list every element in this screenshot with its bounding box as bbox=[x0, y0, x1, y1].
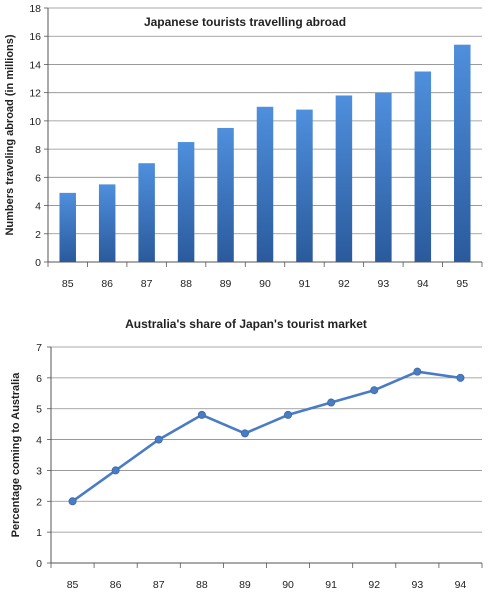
line-chart-y-tick-label: 3 bbox=[36, 465, 42, 477]
bar bbox=[454, 44, 471, 262]
line-chart-y-tick-labels: 0 1 2 3 4 5 6 7 bbox=[36, 342, 42, 570]
bar-chart-y-tick-label: 10 bbox=[29, 116, 41, 128]
bar-chart-x-tick-label: 91 bbox=[299, 278, 311, 290]
line-chart-title: Australia's share of Japan's tourist mar… bbox=[125, 317, 367, 331]
line-chart-y-tick-label: 5 bbox=[36, 404, 42, 416]
line-chart-y-tick-label: 7 bbox=[36, 342, 42, 354]
data-point bbox=[154, 435, 163, 444]
bar bbox=[296, 109, 313, 262]
line-chart-axes bbox=[47, 346, 483, 568]
bar-chart-y-tick-label: 8 bbox=[35, 144, 41, 156]
bar bbox=[335, 95, 353, 262]
bar-chart-x-tick-label: 88 bbox=[180, 278, 192, 290]
bar bbox=[256, 106, 274, 263]
line-chart-x-tick-label: 90 bbox=[282, 579, 294, 591]
data-point bbox=[327, 398, 336, 407]
bar-chart-y-tick-label: 14 bbox=[29, 59, 41, 71]
line-chart: 0 1 2 3 4 5 6 7 85 86 87 88 89 90 91 92 93 94 Australia'… bbox=[10, 317, 483, 591]
line-chart-x-tick-label: 88 bbox=[196, 579, 208, 591]
data-point bbox=[68, 497, 77, 506]
line-chart-x-tick-labels: 85 86 87 88 89 90 91 92 93 94 bbox=[67, 579, 467, 591]
bar-chart-x-tick-label: 86 bbox=[101, 278, 113, 290]
bar-chart: 0 2 4 6 8 10 12 14 16 18 85 86 87 88 89 90 91 92 93 94 95 J… bbox=[4, 3, 483, 290]
line-chart-y-tick-label: 6 bbox=[36, 373, 42, 385]
line-chart-y-tick-label: 1 bbox=[36, 527, 42, 539]
bar bbox=[98, 184, 116, 262]
bar-chart-x-tick-label: 93 bbox=[378, 278, 390, 290]
data-point bbox=[197, 410, 206, 419]
line-chart-y-tick-label: 0 bbox=[36, 558, 42, 570]
series-line bbox=[71, 370, 461, 503]
bar-chart-y-tick-label: 6 bbox=[35, 172, 41, 184]
data-point bbox=[413, 367, 422, 376]
data-point bbox=[370, 386, 379, 395]
line-chart-y-axis-label: Percentage coming to Australia bbox=[10, 372, 22, 538]
data-point bbox=[240, 429, 249, 438]
bar-chart-x-tick-labels: 85 86 87 88 89 90 91 92 93 94 95 bbox=[62, 278, 468, 290]
bar-chart-y-tick-label: 4 bbox=[35, 201, 41, 213]
bar-chart-x-tick-label: 92 bbox=[338, 278, 350, 290]
line-chart-x-tick-label: 93 bbox=[412, 579, 424, 591]
bar-chart-y-tick-label: 2 bbox=[35, 229, 41, 241]
bar-chart-bars bbox=[59, 44, 471, 263]
bar bbox=[217, 127, 234, 262]
line-chart-x-tick-label: 92 bbox=[368, 579, 380, 591]
bar bbox=[414, 71, 432, 262]
line-chart-x-tick-label: 87 bbox=[153, 579, 165, 591]
bar-chart-y-tick-label: 0 bbox=[35, 257, 41, 269]
bar bbox=[59, 192, 76, 262]
line-chart-y-tick-label: 2 bbox=[36, 496, 42, 508]
bar-chart-title: Japanese tourists travelling abroad bbox=[144, 15, 346, 29]
line-chart-x-tick-label: 85 bbox=[67, 579, 79, 591]
bar-chart-axes bbox=[44, 7, 483, 267]
bar-chart-y-tick-label: 16 bbox=[29, 31, 41, 43]
line-chart-gridlines bbox=[51, 346, 482, 533]
data-point bbox=[284, 410, 293, 419]
data-point bbox=[456, 373, 465, 382]
bar bbox=[375, 92, 392, 263]
bar-chart-x-tick-label: 94 bbox=[417, 278, 429, 290]
line-chart-x-tick-label: 86 bbox=[110, 579, 122, 591]
bar-chart-x-tick-label: 85 bbox=[62, 278, 74, 290]
line-chart-series bbox=[68, 367, 465, 506]
bar-chart-x-tick-label: 87 bbox=[141, 278, 153, 290]
bar-chart-x-tick-label: 89 bbox=[220, 278, 232, 290]
line-chart-x-tick-label: 89 bbox=[239, 579, 251, 591]
bar-chart-y-tick-label: 18 bbox=[29, 3, 41, 15]
bar-chart-y-tick-label: 12 bbox=[29, 88, 41, 100]
line-chart-x-tick-label: 91 bbox=[325, 579, 337, 591]
line-chart-x-tick-label: 94 bbox=[455, 579, 467, 591]
line-chart-y-tick-label: 4 bbox=[36, 435, 42, 447]
bar bbox=[138, 163, 155, 262]
bar-chart-x-tick-label: 95 bbox=[456, 278, 468, 290]
bar bbox=[177, 142, 195, 262]
bar-chart-y-tick-labels: 0 2 4 6 8 10 12 14 16 18 bbox=[29, 3, 41, 269]
data-point bbox=[111, 466, 120, 475]
bar-chart-y-axis-label: Numbers traveling abroad (in millions) bbox=[4, 34, 16, 235]
bar-chart-x-tick-label: 90 bbox=[259, 278, 271, 290]
